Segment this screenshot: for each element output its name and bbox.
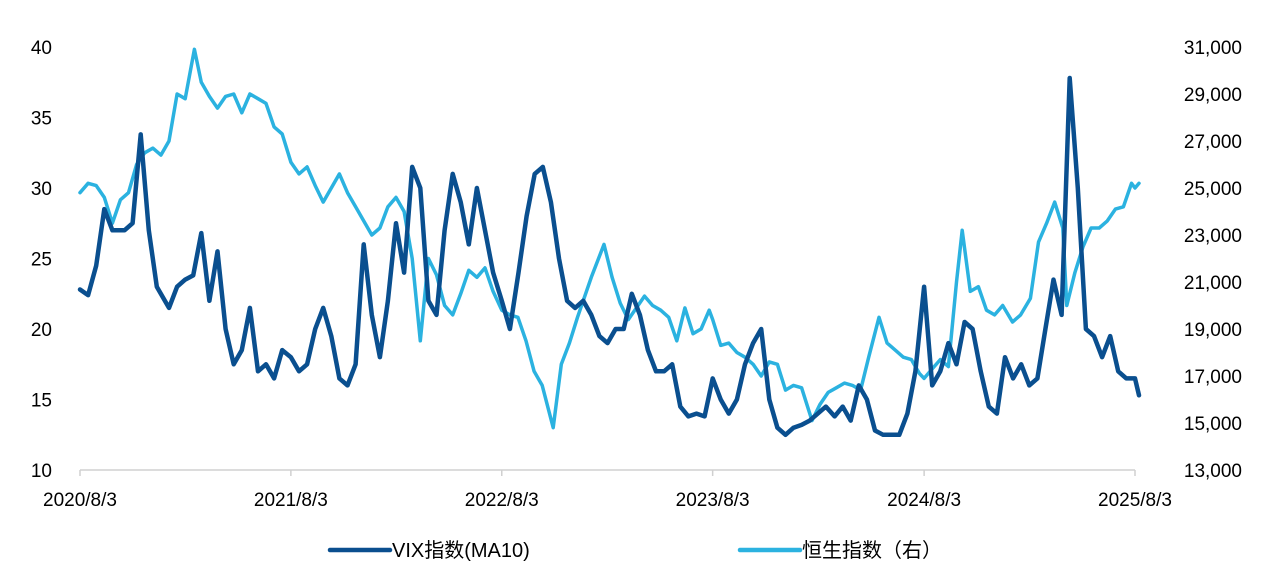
y-left-tick-label: 35 <box>31 109 52 130</box>
series-layer <box>77 47 1142 438</box>
legend-label: 恒生指数（右） <box>802 539 942 562</box>
y-left-tick-label: 10 <box>31 461 52 482</box>
x-tick-label: 2022/8/3 <box>465 490 539 511</box>
y-right-tick-label: 23,000 <box>1184 226 1242 247</box>
y-right-tick-label: 15,000 <box>1184 414 1242 435</box>
y-right-tick-label: 29,000 <box>1184 85 1242 106</box>
y-left-tick-label: 25 <box>31 250 52 271</box>
axes: 2020/8/3 2021/8/3 2022/8/3 2023/8/3 2024/8/3… <box>31 38 1242 511</box>
y-left-tick-label: 20 <box>31 320 52 341</box>
y-left-tick-label: 40 <box>31 38 52 59</box>
x-tick-label: 2025/8/3 <box>1098 490 1172 511</box>
x-tick-label: 2024/8/3 <box>887 490 961 511</box>
series-line-vix <box>77 75 1142 438</box>
y-right-tick-label: 25,000 <box>1184 179 1242 200</box>
y-right-tick-label: 19,000 <box>1184 320 1242 341</box>
legend-label: VIX指数(MA10) <box>392 539 530 562</box>
y-left-tick-label: 15 <box>31 391 52 412</box>
series-line-hsi <box>78 47 1141 430</box>
y-left-tick-label: 30 <box>31 179 52 200</box>
x-tick-label: 2021/8/3 <box>254 490 328 511</box>
y-right-tick-label: 31,000 <box>1184 38 1242 59</box>
y-right-tick-label: 21,000 <box>1184 273 1242 294</box>
y-right-tick-label: 13,000 <box>1184 461 1242 482</box>
x-tick-label: 2020/8/3 <box>43 490 117 511</box>
y-right-tick-label: 17,000 <box>1184 367 1242 388</box>
legend: VIX指数(MA10) 恒生指数（右） <box>327 539 942 562</box>
x-tick-label: 2023/8/3 <box>676 490 750 511</box>
y-right-tick-label: 27,000 <box>1184 132 1242 153</box>
